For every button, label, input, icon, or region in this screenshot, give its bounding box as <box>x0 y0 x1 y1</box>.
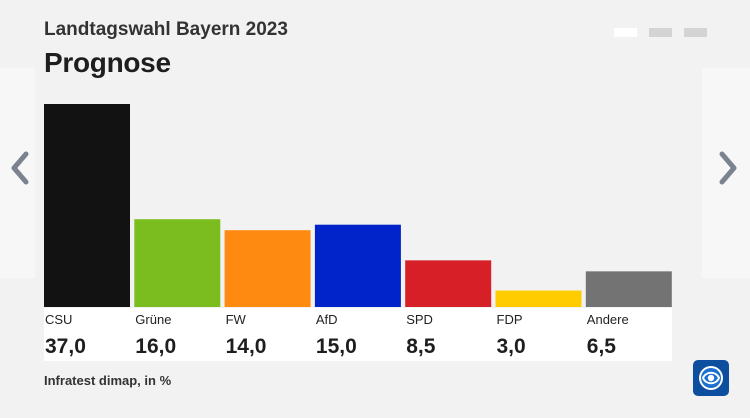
category-label: Andere <box>587 312 629 327</box>
category-label: FDP <box>497 312 523 327</box>
value-label: 6,5 <box>587 335 617 358</box>
page-dot-1[interactable] <box>614 28 637 37</box>
page-dot-3[interactable] <box>684 28 707 37</box>
value-label: 37,0 <box>45 335 86 358</box>
bar-gruene <box>134 219 221 307</box>
bar-fw <box>224 230 311 307</box>
category-label: CSU <box>45 312 72 327</box>
bar-csu <box>44 104 130 307</box>
bar-andere <box>585 271 672 307</box>
chevron-right-icon[interactable] <box>714 148 742 188</box>
value-label: 15,0 <box>316 335 357 358</box>
data-label-area <box>44 308 672 361</box>
chevron-left-icon[interactable] <box>6 148 34 188</box>
pagination-dots <box>614 28 719 37</box>
value-label: 14,0 <box>226 335 267 358</box>
value-label: 8,5 <box>406 335 436 358</box>
bar-afd <box>314 224 401 307</box>
category-label: FW <box>226 312 247 327</box>
bar-fdp <box>495 290 582 307</box>
chart-title: Prognose <box>44 47 171 78</box>
page-dot-2[interactable] <box>649 28 672 37</box>
ard-tagesschau-logo-icon[interactable] <box>693 360 729 396</box>
category-label: AfD <box>316 312 338 327</box>
category-label: Grüne <box>135 312 171 327</box>
chart-supertitle: Landtagswahl Bayern 2023 <box>44 19 288 40</box>
source-note: Infratest dimap, in % <box>44 373 172 388</box>
next-panel <box>702 68 750 278</box>
value-label: 16,0 <box>135 335 176 358</box>
category-label: SPD <box>406 312 433 327</box>
value-label: 3,0 <box>497 335 526 358</box>
bar-spd <box>405 260 492 307</box>
